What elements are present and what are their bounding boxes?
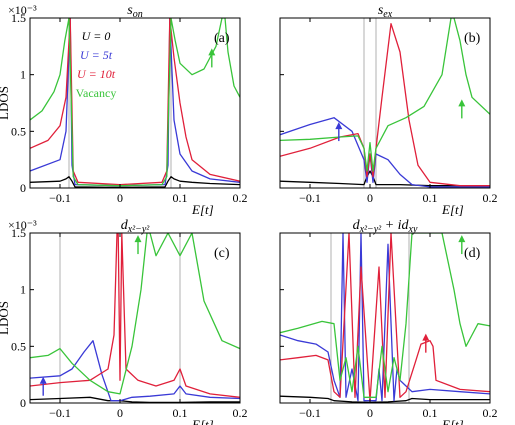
legend-entry: U = 0 xyxy=(82,29,111,43)
panel-label: (b) xyxy=(464,31,481,46)
x-tick-label: 0.2 xyxy=(233,191,248,205)
series-line-3 xyxy=(280,23,490,187)
y-scale-label: ×10⁻³ xyxy=(8,3,37,17)
y-tick-label: 1.5 xyxy=(11,11,26,25)
x-axis-label: E[t] xyxy=(441,202,464,217)
x-tick-label: 0.1 xyxy=(173,191,188,205)
series-line-2 xyxy=(30,18,240,187)
series-line-1 xyxy=(30,396,240,403)
y-tick-label: 0 xyxy=(20,396,26,410)
x-tick-label: 0.2 xyxy=(233,406,248,420)
annotation-arrow-head xyxy=(39,376,47,384)
y-tick-label: 1 xyxy=(20,68,26,82)
x-tick-label: 0.1 xyxy=(423,191,438,205)
x-tick-label: −0.1 xyxy=(299,406,321,420)
panel-2: −0.1 0 0.1 0.2 E[t] sex (b) xyxy=(279,3,498,217)
y-scale-label: ×10⁻³ xyxy=(8,218,37,232)
series-line-1 xyxy=(280,170,490,187)
y-axis-label: LDOS xyxy=(0,301,11,335)
series-line-4 xyxy=(280,233,490,398)
legend-entry: U = 5t xyxy=(80,48,113,62)
y-tick-label: 0 xyxy=(20,181,26,195)
x-tick-label: 0 xyxy=(117,191,123,205)
axes-frame xyxy=(29,232,241,404)
x-tick-label: −0.1 xyxy=(49,191,71,205)
legend-entry: U = 10t xyxy=(77,67,116,81)
x-tick-label: −0.1 xyxy=(49,406,71,420)
panel-label: (a) xyxy=(214,31,230,46)
panel-label: (d) xyxy=(464,246,481,261)
y-tick-label: 1.5 xyxy=(11,226,26,240)
x-axis-label: E[t] xyxy=(191,417,214,425)
annotation-arrow-head xyxy=(208,48,216,56)
y-tick-label: 1 xyxy=(20,283,26,297)
panel-title: son xyxy=(127,3,142,20)
series-line-4 xyxy=(30,233,240,395)
annotation-arrow-head xyxy=(458,235,466,243)
panel-label: (c) xyxy=(214,246,230,261)
legend-entry: Vacancy xyxy=(76,86,117,100)
panel-4: −0.1 0 0.1 0.2 E[t] dx²−y² + idxy (d) xyxy=(279,218,498,425)
panel-title: dx²−y² + idxy xyxy=(353,218,418,235)
series-line-1 xyxy=(30,176,240,188)
series-line-3 xyxy=(30,233,240,398)
x-axis-label: E[t] xyxy=(191,202,214,217)
panel-title: sex xyxy=(378,3,393,20)
x-tick-label: 0.2 xyxy=(483,406,498,420)
series-line-4 xyxy=(280,18,490,172)
axes-frame xyxy=(29,17,241,189)
x-tick-label: 0 xyxy=(117,406,123,420)
x-tick-label: 0 xyxy=(367,406,373,420)
annotation-arrow-head xyxy=(134,235,142,243)
panel-title: dx²−y² xyxy=(121,218,151,235)
axes-frame xyxy=(279,232,491,404)
x-axis-label: E[t] xyxy=(441,417,464,425)
x-tick-label: 0.2 xyxy=(483,191,498,205)
x-tick-label: 0 xyxy=(367,191,373,205)
panel-1: −0.1 0 0.1 0.2 0 0.5 1 1.5×10⁻³ LDOS E[t] son (a) U … xyxy=(0,3,248,217)
series-line-2 xyxy=(280,117,490,188)
y-tick-label: 0.5 xyxy=(11,339,26,353)
annotation-arrow-head xyxy=(422,333,430,341)
axes-frame xyxy=(279,17,491,189)
x-tick-label: 0.1 xyxy=(173,406,188,420)
series-line-1 xyxy=(280,395,490,403)
series-line-3 xyxy=(280,233,490,402)
y-axis-label: LDOS xyxy=(0,86,11,120)
annotation-arrow-head xyxy=(335,122,343,130)
y-tick-label: 0.5 xyxy=(11,124,26,138)
series-line-4 xyxy=(30,18,240,187)
panel-3: −0.1 0 0.1 0.2 0 0.5 1 1.5×10⁻³ LDOS E[t] dx²−y² (c… xyxy=(0,218,248,425)
x-tick-label: −0.1 xyxy=(299,191,321,205)
annotation-arrow-head xyxy=(458,99,466,107)
series-line-3 xyxy=(30,18,240,186)
x-tick-label: 0.1 xyxy=(423,406,438,420)
